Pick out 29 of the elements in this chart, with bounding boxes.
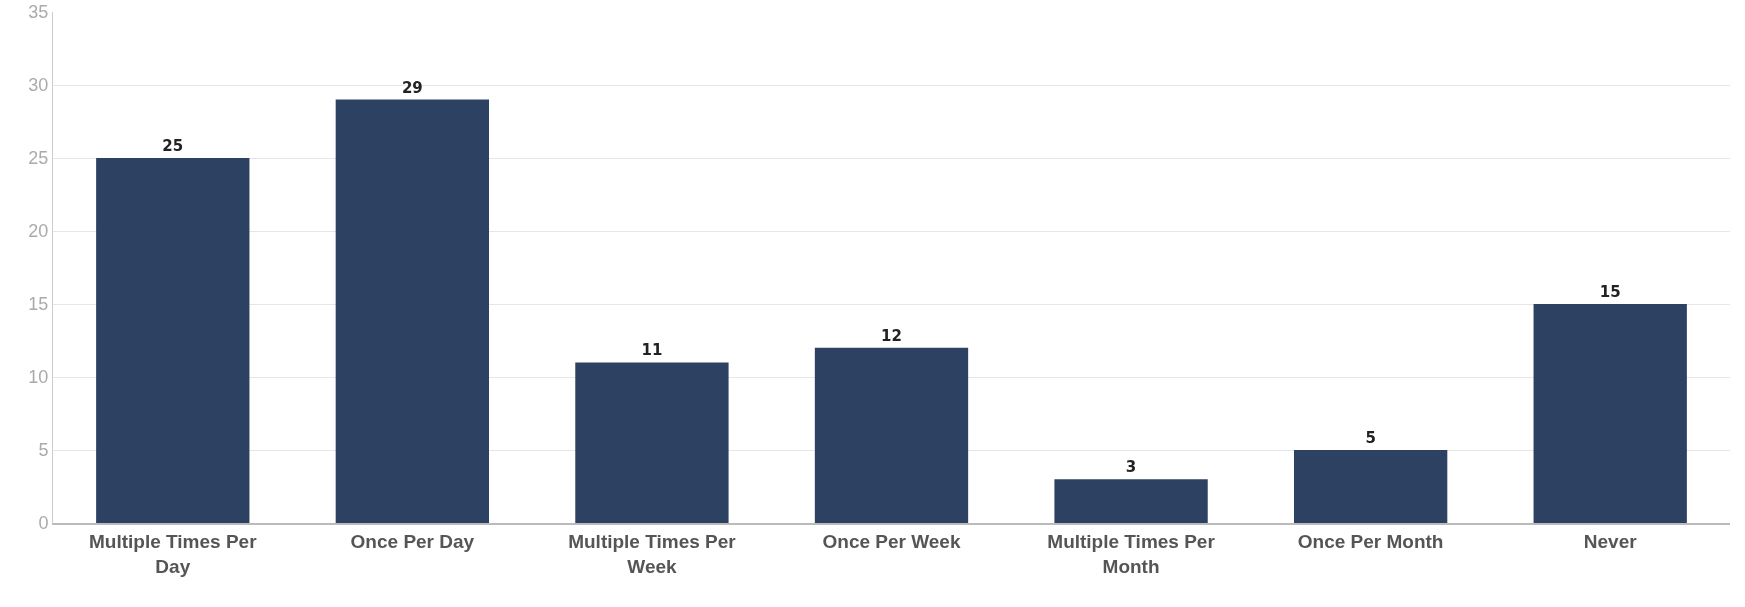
data-label: 15 [1599, 283, 1621, 301]
data-label: 25 [162, 137, 184, 155]
bar [1293, 450, 1448, 523]
y-tick-label: 5 [38, 440, 49, 461]
data-label: 29 [401, 78, 423, 97]
bar [335, 99, 490, 523]
bar [96, 158, 250, 523]
x-tick-label: Once Per Month [1297, 530, 1444, 552]
bar [575, 362, 729, 523]
x-tick-label: Once Per Week [822, 530, 961, 552]
y-tick-label: 0 [38, 513, 49, 534]
y-tick-label: 35 [28, 2, 49, 23]
bar [1533, 304, 1687, 523]
x-tick-label: Multiple Times Per Month [1047, 530, 1216, 577]
data-label: 5 [1365, 429, 1376, 447]
data-label: 11 [641, 341, 663, 360]
y-tick-label: 15 [28, 294, 49, 315]
y-tick-label: 10 [28, 367, 49, 388]
bar [1054, 479, 1208, 523]
y-tick-label: 20 [28, 221, 49, 242]
data-label: 3 [1125, 458, 1137, 477]
y-tick-label: 30 [28, 75, 49, 96]
bar [814, 347, 969, 523]
x-tick-label: Multiple Times Per Day [89, 530, 258, 577]
y-tick-label: 25 [28, 148, 49, 169]
x-tick-label: Multiple Times Per Week [568, 530, 737, 577]
data-label: 12 [881, 326, 902, 345]
x-tick-label: Never [1583, 530, 1638, 552]
x-tick-label: Once Per Day [350, 530, 475, 552]
